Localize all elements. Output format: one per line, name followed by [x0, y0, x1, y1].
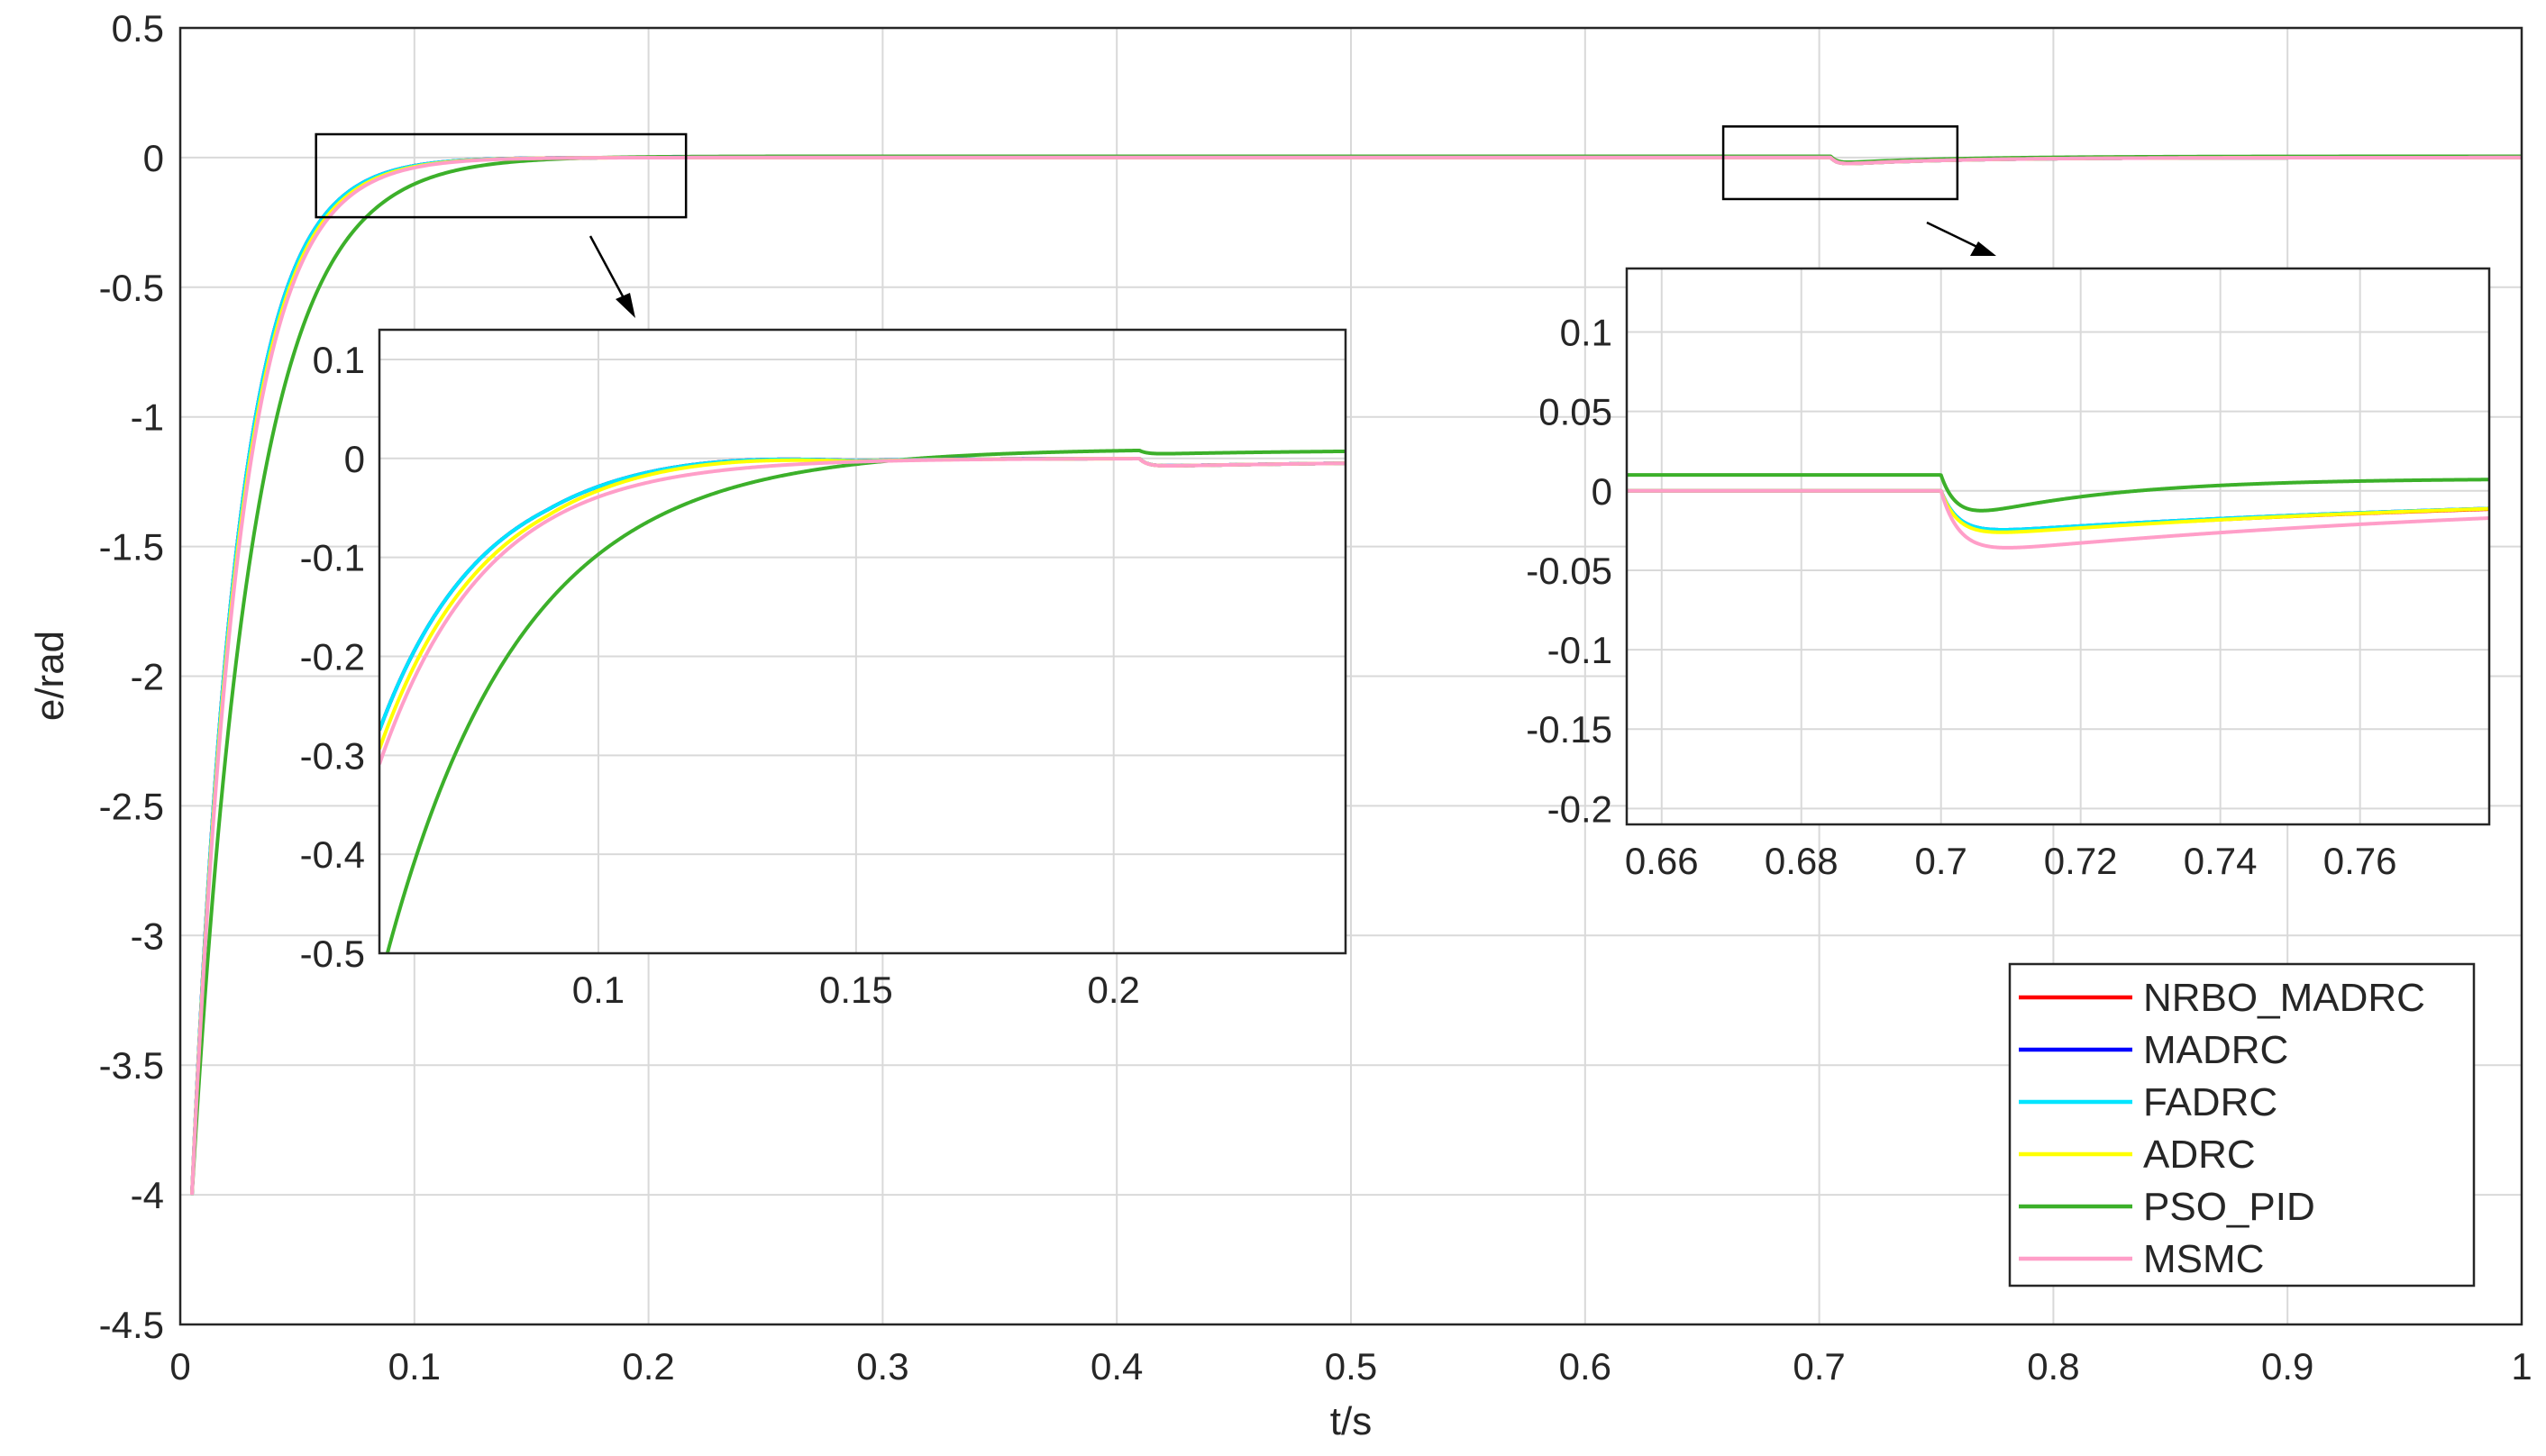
legend: NRBO_MADRC MADRC FADRC ADRC PSO_PID MSMC	[2008, 962, 2476, 1288]
zoom-source-box-2	[1721, 125, 1959, 201]
main-series-msmc	[189, 155, 2522, 1196]
zoom-arrow-1	[589, 235, 630, 307]
inset-1-series-pso-pid	[385, 448, 1346, 953]
inset-2-curves	[1627, 473, 2489, 550]
main-x-tick-label: 0.2	[622, 1345, 674, 1388]
main-plot-frame	[178, 26, 2523, 1326]
inset-2-x-tick-label: 0.66	[1625, 840, 1699, 882]
inset-2-y-tick-label: -0.05	[1526, 550, 1612, 592]
zoom-source-boxes	[315, 125, 1959, 219]
inset-zoom-2: 0.66 0.68 0.7 0.72 0.74 0.76 0.1 0.05 0 -0.05 -0.…	[1526, 267, 2491, 882]
inset-1-y-tick-label: -0.2	[300, 635, 365, 678]
inset-2-grid	[1627, 268, 2489, 824]
inset-2-y-tick-label: 0.1	[1560, 312, 1612, 354]
main-x-tick-label: 0.4	[1090, 1345, 1143, 1388]
main-x-tick-label: 1	[2511, 1345, 2532, 1388]
main-x-tick-label: 0.8	[2027, 1345, 2079, 1388]
x-axis-label: t/s	[1330, 1399, 1372, 1443]
main-y-tick-label: -2.5	[99, 785, 164, 827]
inset-1-curves	[379, 448, 1346, 953]
main-y-tick-label: 0	[143, 137, 164, 179]
inset-1-y-tick-labels: 0.1 0 -0.1 -0.2 -0.3 -0.4 -0.5	[300, 339, 365, 975]
main-y-tick-label: -0.5	[99, 267, 164, 309]
inset-1-y-tick-label: 0.1	[313, 339, 365, 381]
legend-label-fadrc: FADRC	[2143, 1080, 2277, 1124]
zoom-arrows	[589, 221, 1996, 318]
main-y-tick-label: -2	[131, 656, 164, 698]
inset-2-x-tick-label: 0.72	[2044, 840, 2118, 882]
inset-2-series-pso-pid	[1627, 473, 2489, 513]
main-y-tick-label: -1	[131, 396, 164, 439]
main-y-tick-label: -4.5	[99, 1304, 164, 1346]
main-x-tick-labels: 0 0.1 0.2 0.3 0.4 0.5 0.6 0.7 0.8 0.9 1	[169, 1345, 2532, 1388]
inset-2-x-tick-labels: 0.66 0.68 0.7 0.72 0.74 0.76	[1625, 840, 2397, 882]
legend-label-adrc: ADRC	[2143, 1133, 2256, 1177]
inset-1-y-tick-label: -0.3	[300, 734, 365, 777]
legend-label-nrbo-madrc: NRBO_MADRC	[2143, 976, 2425, 1020]
inset-1-y-tick-label: -0.4	[300, 833, 365, 876]
legend-label-pso-pid: PSO_PID	[2143, 1185, 2315, 1229]
inset-2-y-tick-label: -0.2	[1547, 787, 1612, 830]
zoom-arrow-1-head	[616, 293, 635, 318]
main-y-tick-label: -3.5	[99, 1044, 164, 1087]
main-y-tick-label: -4	[131, 1174, 164, 1216]
main-y-tick-labels: 0.5 0 -0.5 -1 -1.5 -2 -2.5 -3 -3.5 -4 -4.5	[99, 7, 164, 1346]
inset-2-x-tick-label: 0.7	[1915, 840, 1967, 882]
inset-1-y-tick-label: 0	[344, 438, 365, 480]
inset-2-y-tick-label: 0	[1592, 470, 1612, 513]
zoom-arrow-2	[1926, 221, 1984, 251]
inset-1-x-tick-label: 0.1	[572, 969, 625, 1011]
inset-1-grid	[379, 330, 1346, 953]
main-y-tick-label: -3	[131, 915, 164, 957]
inset-2-x-tick-label: 0.68	[1765, 840, 1839, 882]
inset-2-y-tick-labels: 0.1 0.05 0 -0.05 -0.1 -0.15 -0.2	[1526, 312, 1612, 831]
inset-1-y-tick-label: -0.5	[300, 933, 365, 975]
legend-label-msmc: MSMC	[2143, 1237, 2264, 1281]
main-y-tick-label: 0.5	[112, 7, 164, 50]
inset-2-y-tick-label: -0.1	[1547, 629, 1612, 671]
main-y-tick-label: -1.5	[99, 526, 164, 569]
inset-2-x-tick-label: 0.74	[2184, 840, 2258, 882]
main-x-tick-label: 0.3	[856, 1345, 908, 1388]
inset-1-x-tick-labels: 0.1 0.15 0.2	[572, 969, 1140, 1011]
zoom-source-box-1	[315, 132, 688, 219]
inset-2-y-tick-label: 0.05	[1538, 391, 1612, 433]
main-x-tick-label: 0	[169, 1345, 190, 1388]
inset-1-frame	[378, 328, 1347, 955]
inset-2-series-msmc	[1627, 488, 2489, 550]
main-curves	[189, 154, 2522, 1196]
inset-2-x-tick-label: 0.76	[2323, 840, 2397, 882]
inset-1-x-tick-label: 0.2	[1088, 969, 1140, 1011]
main-x-tick-label: 0.1	[388, 1345, 441, 1388]
inset-1-series-msmc	[379, 457, 1346, 765]
inset-1-y-tick-label: -0.1	[300, 537, 365, 579]
inset-2-y-tick-label: -0.15	[1526, 708, 1612, 751]
legend-box	[2008, 962, 2476, 1288]
inset-1-x-tick-label: 0.15	[819, 969, 893, 1011]
main-x-tick-label: 0.9	[2261, 1345, 2313, 1388]
main-x-tick-label: 0.6	[1559, 1345, 1611, 1388]
inset-1-plot-area	[379, 330, 1346, 953]
y-axis-label: e/rad	[28, 631, 72, 721]
legend-label-madrc: MADRC	[2143, 1028, 2288, 1072]
zoom-arrow-2-head	[1970, 241, 1996, 256]
main-x-tick-label: 0.7	[1793, 1345, 1845, 1388]
main-x-tick-label: 0.5	[1325, 1345, 1377, 1388]
inset-zoom-1: 0.1 0.15 0.2 0.1 0 -0.1 -0.2 -0.3 -0.4 -0.5	[300, 328, 1347, 1011]
inset-2-frame	[1625, 267, 2491, 826]
